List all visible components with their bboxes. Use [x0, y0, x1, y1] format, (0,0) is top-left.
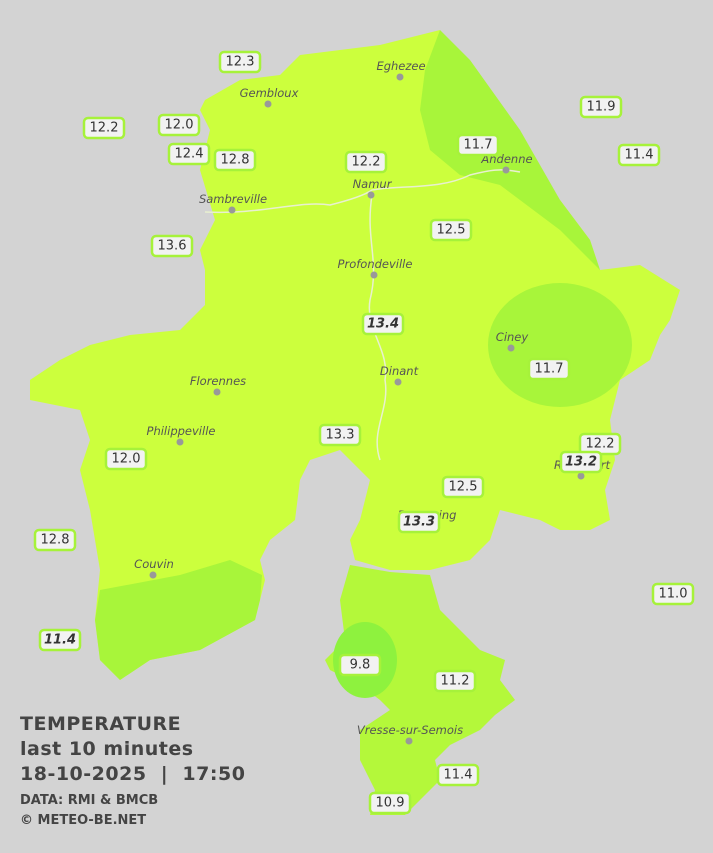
station-box	[38, 628, 82, 652]
station-box	[527, 357, 571, 381]
station-box	[651, 582, 695, 606]
town-dot	[213, 388, 221, 396]
town-dot	[396, 73, 404, 81]
credit: © METEO-BE.NET	[20, 813, 146, 828]
station-box	[617, 143, 661, 167]
station-box	[344, 150, 388, 174]
station-value: 11.4	[44, 633, 76, 648]
station-value: 11.0	[659, 587, 688, 602]
station-box	[338, 653, 382, 677]
station-value: 10.9	[376, 796, 405, 811]
station-box	[397, 510, 441, 534]
station-box	[167, 142, 211, 166]
region-cool-ne	[420, 30, 600, 270]
station-value: 11.7	[535, 362, 564, 377]
station-box	[82, 116, 126, 140]
town-label: Ciney	[496, 330, 529, 344]
town-dot	[502, 166, 510, 174]
town-dot	[264, 100, 272, 108]
station-value: 11.9	[587, 100, 616, 115]
station-value: 11.2	[441, 674, 470, 689]
station-box	[104, 447, 148, 471]
town-dot	[405, 737, 413, 745]
station-value: 12.8	[221, 153, 250, 168]
station-value: 11.7	[464, 138, 493, 153]
station-box	[150, 234, 194, 258]
station-value: 12.8	[41, 533, 70, 548]
station-box	[361, 312, 405, 336]
station-value: 13.6	[158, 239, 187, 254]
town-dot	[394, 378, 402, 386]
station-box	[559, 450, 603, 474]
station-value: 12.4	[175, 147, 204, 162]
station-box	[157, 113, 201, 137]
town-label: Couvin	[134, 557, 174, 571]
station-box	[368, 791, 412, 815]
station-box	[441, 475, 485, 499]
station-value: 12.3	[226, 55, 255, 70]
station-box	[33, 528, 77, 552]
station-box	[218, 50, 262, 74]
town-dot	[367, 191, 375, 199]
town-label: Namur	[353, 177, 393, 191]
region-cool-couvin	[95, 560, 262, 680]
station-value: 11.4	[444, 768, 473, 783]
town-dot	[149, 571, 157, 579]
station-box	[318, 423, 362, 447]
town-label: Gembloux	[240, 86, 299, 100]
station-value: 12.0	[112, 452, 141, 467]
station-box	[429, 218, 473, 242]
town-label: Dinant	[380, 364, 419, 378]
town-dot	[370, 271, 378, 279]
station-box	[436, 763, 480, 787]
station-value: 12.2	[90, 121, 119, 136]
station-box	[433, 669, 477, 693]
subtitle: last 10 minutes	[20, 738, 194, 760]
station-value: 13.2	[565, 455, 597, 470]
town-dot	[176, 438, 184, 446]
province	[30, 30, 680, 815]
station-value: 13.4	[367, 317, 399, 332]
stations: 12.3 12.2 12.0 12.4 12.8 12.2 11.7 11.9 11.4 13.6…	[33, 50, 695, 815]
region-cool-ciney	[488, 283, 632, 407]
towns: EghezeeGemblouxAndenneNamurSambrevillePr…	[134, 59, 611, 745]
station-value: 12.5	[449, 480, 478, 495]
station-value: 12.0	[165, 118, 194, 133]
town-dot	[228, 206, 236, 214]
river	[204, 169, 521, 461]
town-label: Vresse-sur-Semois	[357, 723, 463, 737]
station-value: 12.2	[586, 437, 615, 452]
town-label: Eghezee	[376, 59, 425, 73]
station-box	[456, 133, 500, 157]
town-label: Florennes	[190, 374, 246, 388]
station-value: 13.3	[326, 428, 355, 443]
station-value: 13.3	[403, 515, 435, 530]
town-dot	[577, 472, 585, 480]
town-label: Profondeville	[338, 257, 413, 271]
town-label: Sambreville	[199, 192, 267, 206]
station-value: 12.5	[437, 223, 466, 238]
station-box	[213, 148, 257, 172]
source: DATA: RMI & BMCB	[20, 793, 158, 808]
timestamp: 18-10-2025 | 17:50	[20, 763, 245, 785]
town-label: Philippeville	[147, 424, 216, 438]
title: TEMPERATURE	[20, 713, 181, 735]
station-value: 9.8	[350, 658, 371, 673]
station-box	[579, 95, 623, 119]
station-value: 12.2	[352, 155, 381, 170]
town-dot	[507, 344, 515, 352]
station-value: 11.4	[625, 148, 654, 163]
